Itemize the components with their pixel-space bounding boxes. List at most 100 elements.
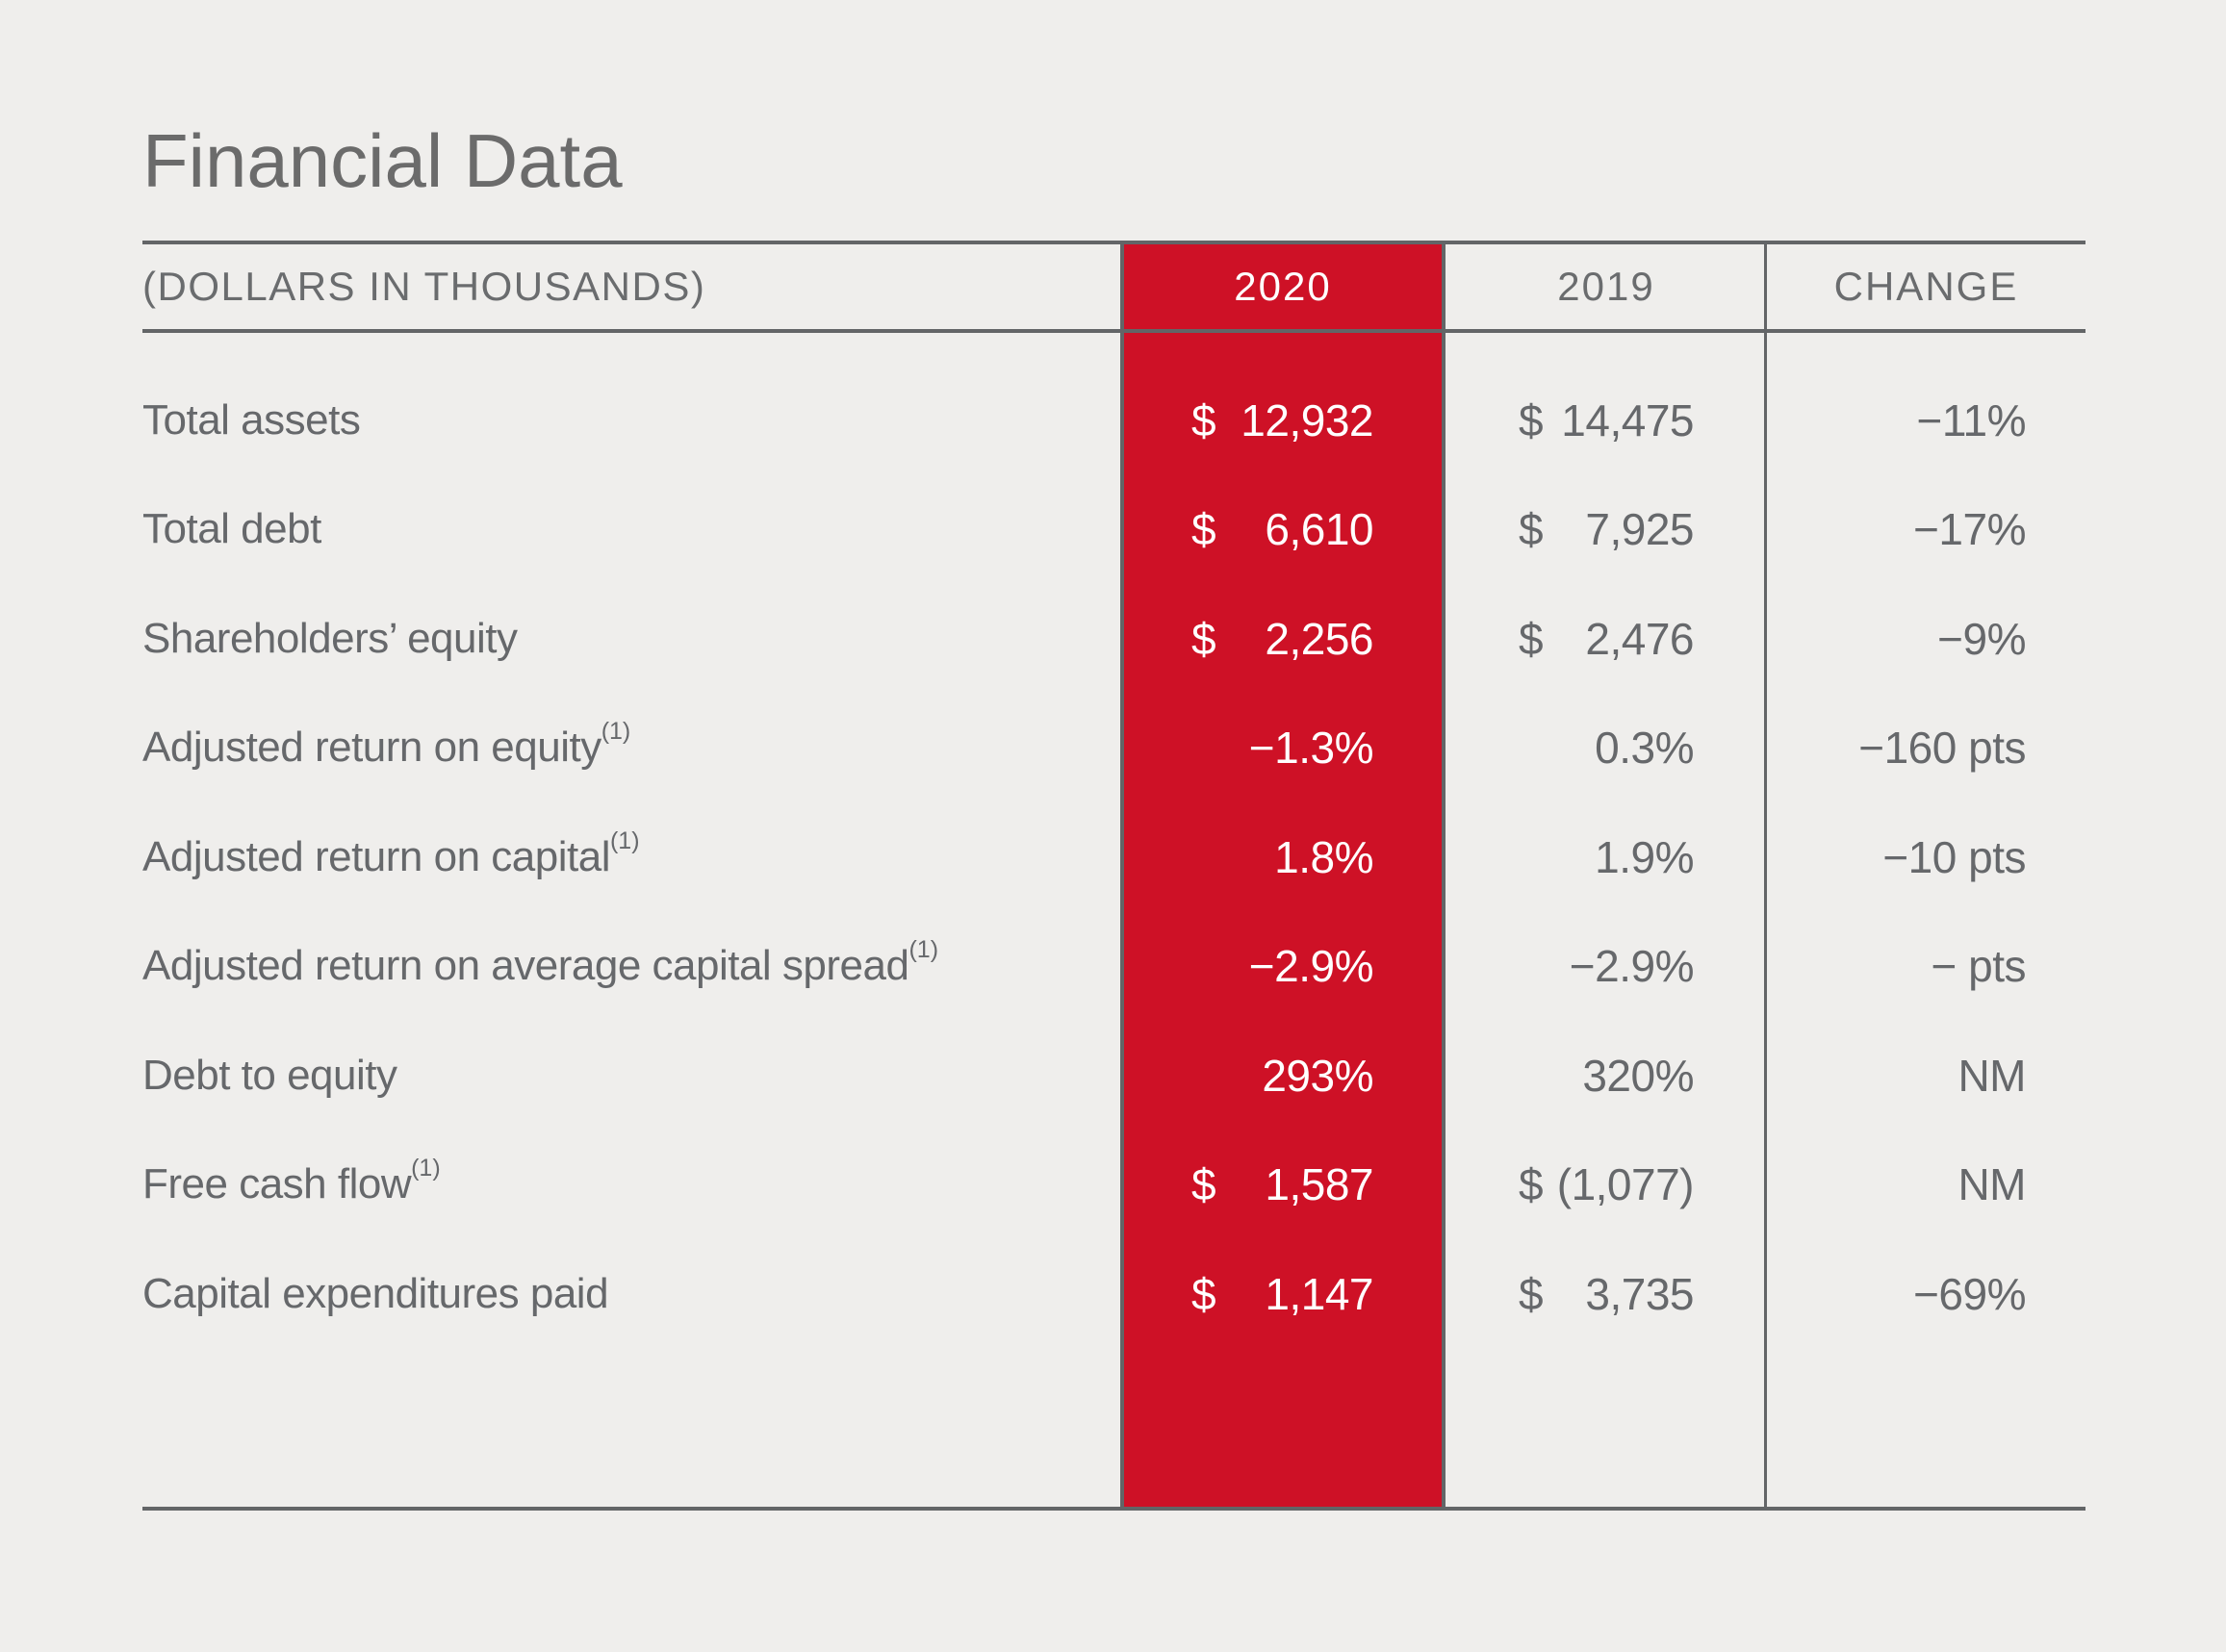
value-cell-2020: −1.3% (1120, 694, 1446, 803)
value-cell-change: NM (1767, 1131, 2085, 1240)
currency-symbol-2020: $ (1191, 504, 1216, 555)
value-2019: 0.3% (1595, 723, 1694, 774)
value-change: −11% (1916, 394, 2026, 445)
value-2020: 6,610 (1265, 504, 1373, 555)
value-cell-change: − pts (1767, 912, 2085, 1022)
table-row: Debt to equity 293% 320% NM (142, 1021, 2085, 1131)
row-label: Debt to equity (142, 1051, 397, 1099)
value-cell-change: −17% (1767, 475, 2085, 585)
currency-symbol-2019: $ (1519, 394, 1544, 445)
value-cell-2019: 320% (1446, 1021, 1767, 1131)
units-header: (DOLLARS IN THOUSANDS) (142, 264, 706, 309)
value-2019: (1,077) (1556, 1159, 1695, 1210)
value-2019: 3,735 (1585, 1268, 1694, 1319)
value-cell-change: NM (1767, 1021, 2085, 1131)
value-cell-2020: $1,587 (1120, 1131, 1446, 1240)
table-top-border (142, 241, 2085, 244)
currency-symbol-2020: $ (1191, 1159, 1216, 1210)
value-2020: 1,587 (1265, 1159, 1373, 1210)
value-cell-2019: 1.9% (1446, 802, 1767, 912)
value-cell-2019: $2,476 (1446, 584, 1767, 694)
value-2020: 1,147 (1265, 1268, 1373, 1319)
row-label: Shareholders’ equity (142, 614, 518, 662)
currency-symbol-2019: $ (1519, 1159, 1544, 1210)
value-cell-2019: $ (1,077) (1446, 1131, 1767, 1240)
page-title: Financial Data (142, 118, 623, 203)
table-header-row: (DOLLARS IN THOUSANDS) 2020 2019 CHANGE (142, 244, 2085, 329)
value-cell-change: −69% (1767, 1239, 2085, 1349)
value-cell-2020: $6,610 (1120, 475, 1446, 585)
value-cell-change: −9% (1767, 584, 2085, 694)
value-2020: 1.8% (1274, 831, 1373, 882)
currency-symbol-2019: $ (1519, 1268, 1544, 1319)
value-2019: 320% (1582, 1050, 1694, 1101)
column-header-change: CHANGE (1833, 264, 2019, 309)
column-header-2019: 2019 (1557, 264, 1655, 309)
table-row: Adjusted return on capital (1) 1.8% 1.9% … (142, 802, 2085, 912)
table-row: Free cash flow (1) $1,587 $ (1,077) NM (142, 1131, 2085, 1240)
column-header-2020: 2020 (1234, 264, 1332, 309)
row-label-cell: Capital expenditures paid (142, 1239, 1120, 1349)
value-change: −9% (1937, 613, 2026, 664)
row-label: Adjusted return on capital (142, 832, 610, 880)
value-cell-change: −10 pts (1767, 802, 2085, 912)
row-label: Free cash flow (142, 1160, 412, 1208)
value-2019: 1.9% (1595, 831, 1694, 882)
table-row: Adjusted return on average capital sprea… (142, 912, 2085, 1022)
value-cell-2019: $7,925 (1446, 475, 1767, 585)
value-cell-2019: $14,475 (1446, 366, 1767, 475)
row-label: Capital expenditures paid (142, 1269, 609, 1317)
currency-symbol-2020: $ (1191, 1268, 1216, 1319)
table-body: Total assets $12,932 $14,475 −11% Total … (142, 366, 2085, 1349)
currency-symbol-2020: $ (1191, 394, 1216, 445)
value-2020: −2.9% (1248, 941, 1374, 992)
value-change: − pts (1931, 941, 2026, 992)
value-cell-2019: $3,735 (1446, 1239, 1767, 1349)
row-label-cell: Total assets (142, 366, 1120, 475)
value-cell-2020: 293% (1120, 1021, 1446, 1131)
row-label-cell: Free cash flow (1) (142, 1155, 441, 1208)
row-label-cell: Adjusted return on capital (1) (142, 826, 640, 880)
value-change: −69% (1913, 1268, 2026, 1319)
value-cell-2020: −2.9% (1120, 912, 1446, 1022)
financial-data-table: (DOLLARS IN THOUSANDS) 2020 2019 CHANGE … (142, 241, 2085, 1511)
value-2019: −2.9% (1569, 941, 1695, 992)
header-bottom-border (142, 329, 2085, 333)
table-bottom-border (142, 1507, 2085, 1511)
value-change: −160 pts (1858, 723, 2026, 774)
value-2019: 14,475 (1561, 394, 1694, 445)
table-row: Total assets $12,932 $14,475 −11% (142, 366, 2085, 475)
value-2019: 7,925 (1585, 504, 1694, 555)
row-label-cell: Adjusted return on average capital sprea… (142, 936, 939, 990)
table-row: Capital expenditures paid $1,147 $3,735 … (142, 1239, 2085, 1349)
change-column-divider (1764, 241, 1767, 1511)
value-2020: 12,932 (1241, 394, 1373, 445)
row-label: Total assets (142, 395, 361, 444)
value-2020: −1.3% (1248, 723, 1374, 774)
table-row: Total debt $6,610 $7,925 −17% (142, 475, 2085, 585)
value-cell-2019: −2.9% (1446, 912, 1767, 1022)
table-row: Shareholders’ equity $2,256 $2,476 −9% (142, 584, 2085, 694)
value-change: NM (1957, 1159, 2026, 1210)
row-label-cell: Debt to equity (142, 1021, 1120, 1131)
value-cell-2020: $12,932 (1120, 366, 1446, 475)
value-cell-change: −11% (1767, 366, 2085, 475)
table-row: Adjusted return on equity (1) −1.3% 0.3% … (142, 694, 2085, 803)
row-label: Adjusted return on average capital sprea… (142, 942, 909, 990)
value-2020: 293% (1262, 1050, 1373, 1101)
row-label-cell: Total debt (142, 475, 1120, 585)
value-change: −17% (1913, 504, 2026, 555)
highlight-column-2020 (1120, 241, 1446, 1511)
row-label-cell: Adjusted return on equity (1) (142, 718, 631, 772)
value-cell-2020: $2,256 (1120, 584, 1446, 694)
value-2020: 2,256 (1265, 613, 1373, 664)
currency-symbol-2019: $ (1519, 504, 1544, 555)
row-label-cell: Shareholders’ equity (142, 584, 1120, 694)
currency-symbol-2020: $ (1191, 613, 1216, 664)
value-cell-2020: $1,147 (1120, 1239, 1446, 1349)
currency-symbol-2019: $ (1519, 613, 1544, 664)
row-label: Total debt (142, 505, 321, 553)
value-cell-2020: 1.8% (1120, 802, 1446, 912)
value-change: −10 pts (1882, 831, 2026, 882)
